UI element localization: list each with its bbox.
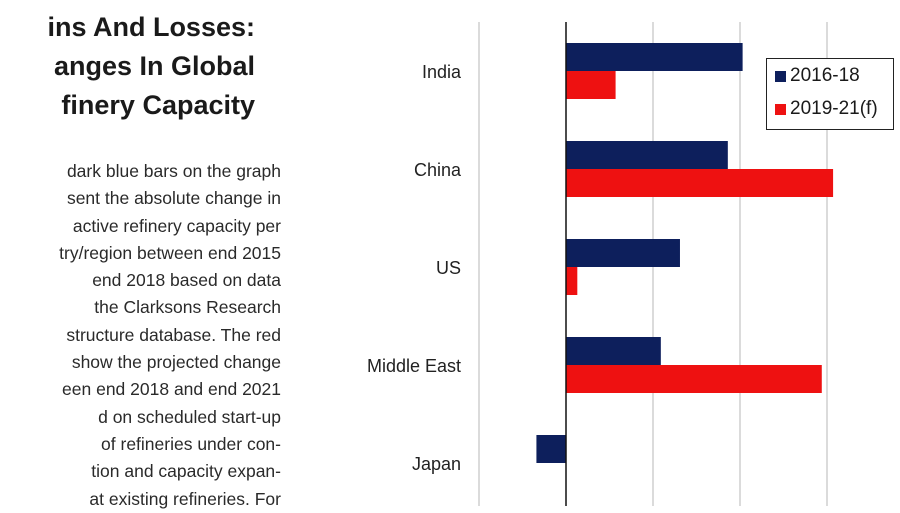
category-label: Japan	[412, 454, 461, 474]
body-line: een end 2018 and end 2021	[62, 379, 281, 400]
bar-2016-18-us	[566, 239, 680, 267]
title-line: anges In Global	[53, 51, 255, 81]
bar-2016-18-india	[566, 43, 743, 71]
bar-2019-21-f--middle-east	[566, 365, 822, 393]
legend-label: 2019-21(f)	[790, 98, 878, 119]
legend-item: 2016-18	[775, 65, 860, 87]
bar-2019-21-f--china	[566, 169, 834, 197]
body-line: d on scheduled start-up	[98, 406, 281, 427]
bar-2016-18-japan	[536, 435, 566, 463]
category-label: India	[422, 62, 462, 82]
body-line: tion and capacity expan-	[91, 461, 281, 482]
body-line: dark blue bars on the graph	[66, 161, 281, 181]
title-line: ins And Losses:	[47, 12, 255, 42]
article-title: ins And Losses: anges In Global finery C…	[0, 8, 255, 125]
category-label: China	[414, 160, 462, 180]
bar-2019-21-f--india	[566, 71, 616, 99]
body-line: sent the absolute change in	[66, 188, 281, 209]
bar-2016-18-china	[566, 141, 728, 169]
chart-legend: 2016-18 2019-21(f)	[766, 58, 894, 130]
body-line: show the projected change	[71, 352, 281, 373]
body-line: at existing refineries. For	[89, 488, 281, 509]
body-line: end 2018 based on data	[92, 270, 281, 291]
body-line: of refineries under con-	[101, 433, 281, 454]
category-label: US	[436, 258, 461, 278]
bar-2019-21-f--us	[566, 267, 578, 295]
legend-swatch	[775, 70, 786, 82]
body-line: structure database. The red	[66, 324, 281, 345]
body-line: active refinery capacity per	[72, 215, 281, 236]
title-line: finery Capacity	[61, 90, 255, 120]
legend-label: 2016-18	[790, 65, 860, 86]
bar-2016-18-middle-east	[566, 337, 661, 365]
legend-item: 2019-21(f)	[775, 98, 878, 120]
body-line: try/region between end 2015	[59, 242, 281, 263]
category-label: Middle East	[367, 356, 461, 376]
body-line: the Clarksons Research	[94, 297, 281, 318]
article-body: dark blue bars on the graph sent the abso…	[0, 158, 281, 513]
legend-swatch	[775, 103, 786, 115]
